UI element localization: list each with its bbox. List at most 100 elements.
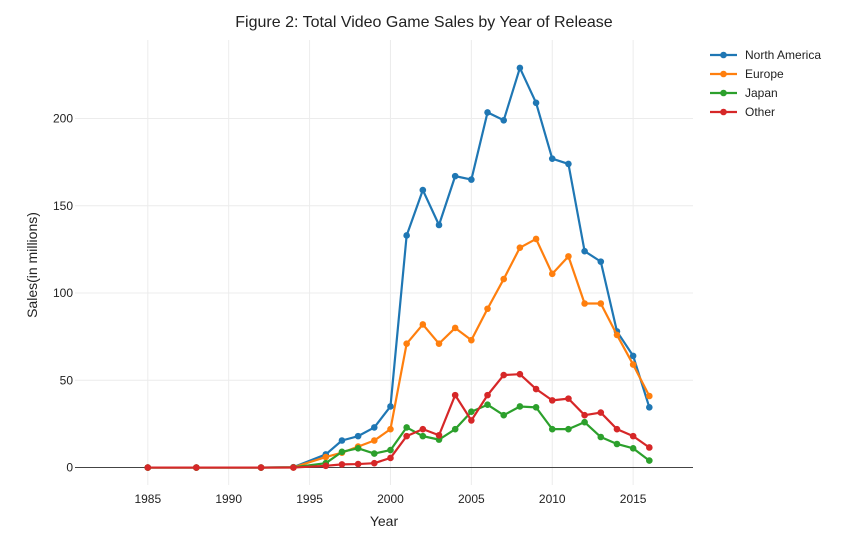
data-point[interactable] [419,186,427,194]
data-point[interactable] [646,392,653,400]
data-point[interactable] [468,408,475,416]
data-point[interactable] [435,340,443,347]
data-point[interactable] [565,160,572,168]
data-point[interactable] [451,425,459,433]
y-tick-label: 50 [60,373,74,387]
data-point[interactable] [387,425,394,433]
data-point[interactable] [629,432,637,440]
data-point[interactable] [370,450,378,457]
data-point[interactable] [629,445,637,452]
data-point[interactable] [646,444,653,451]
data-point[interactable] [370,424,378,431]
data-point[interactable] [565,253,572,260]
data-point[interactable] [144,464,152,471]
data-point[interactable] [468,336,475,344]
data-point[interactable] [451,324,459,332]
data-point[interactable] [646,404,653,411]
data-point[interactable] [403,424,410,431]
data-point[interactable] [322,462,330,470]
data-point[interactable] [338,461,346,468]
data-point[interactable] [419,432,427,440]
data-point[interactable] [403,432,410,440]
data-point[interactable] [548,155,556,162]
data-point[interactable] [322,453,330,461]
data-point[interactable] [370,437,378,444]
data-point[interactable] [500,371,508,379]
data-point[interactable] [290,464,297,471]
legend[interactable]: North America Europe Japan Other [710,48,821,119]
legend-item-japan[interactable]: Japan [710,86,778,100]
data-point[interactable] [548,425,556,433]
data-point[interactable] [532,404,540,411]
data-point[interactable] [597,409,605,416]
data-point[interactable] [403,340,410,347]
data-point[interactable] [387,403,394,410]
data-point[interactable] [581,300,588,307]
data-point[interactable] [338,448,346,456]
data-point[interactable] [387,446,394,454]
data-point[interactable] [354,445,362,452]
legend-marker [720,108,727,116]
data-point[interactable] [451,172,459,180]
data-point[interactable] [532,385,540,393]
y-tick-label: 150 [53,199,73,213]
data-point[interactable] [500,411,508,419]
series-other [144,370,653,471]
data-point[interactable] [629,361,637,368]
data-point[interactable] [565,395,572,402]
data-point[interactable] [613,425,621,433]
legend-marker [720,89,727,97]
x-axis-label: Year [370,513,399,529]
data-point[interactable] [419,425,427,433]
data-point[interactable] [565,425,572,433]
data-point[interactable] [468,417,475,424]
data-point[interactable] [597,300,605,307]
data-point[interactable] [484,391,491,399]
data-point[interactable] [435,431,443,439]
data-point[interactable] [468,176,475,183]
data-point[interactable] [516,64,524,72]
data-point[interactable] [484,401,491,409]
data-point[interactable] [597,433,605,441]
series-group [144,64,653,471]
data-point[interactable] [419,321,427,328]
data-point[interactable] [613,440,621,448]
data-point[interactable] [435,221,443,229]
data-point[interactable] [354,460,362,468]
data-point[interactable] [403,232,410,239]
data-point[interactable] [500,275,508,283]
data-point[interactable] [484,109,491,116]
data-point[interactable] [338,437,346,444]
data-point[interactable] [516,370,524,378]
data-point[interactable] [548,397,556,404]
data-point[interactable] [484,305,491,313]
data-point[interactable] [354,432,362,440]
data-point[interactable] [581,411,588,419]
data-point[interactable] [532,235,540,243]
data-point[interactable] [581,247,588,255]
data-point[interactable] [629,352,637,360]
x-axis-ticks: 1985 1990 1995 2000 2005 2010 2015 [134,492,646,506]
legend-item-north-america[interactable]: North America [710,48,821,62]
x-tick-label: 2000 [377,492,404,506]
data-point[interactable] [516,244,524,251]
series-north-america [144,64,653,471]
data-point[interactable] [548,270,556,278]
data-point[interactable] [532,99,540,107]
data-point[interactable] [516,403,524,410]
data-point[interactable] [613,331,621,339]
data-point[interactable] [451,391,459,399]
data-point[interactable] [193,464,200,471]
legend-item-other[interactable]: Other [710,105,775,119]
chart-title: Figure 2: Total Video Game Sales by Year… [235,14,613,31]
data-point[interactable] [257,464,265,471]
series-japan [144,401,653,471]
data-point[interactable] [646,457,653,464]
legend-label: Europe [745,67,784,81]
data-point[interactable] [500,116,508,124]
data-point[interactable] [370,459,378,467]
data-point[interactable] [581,418,588,426]
legend-item-europe[interactable]: Europe [710,67,784,81]
data-point[interactable] [597,258,605,265]
data-point[interactable] [387,454,394,462]
